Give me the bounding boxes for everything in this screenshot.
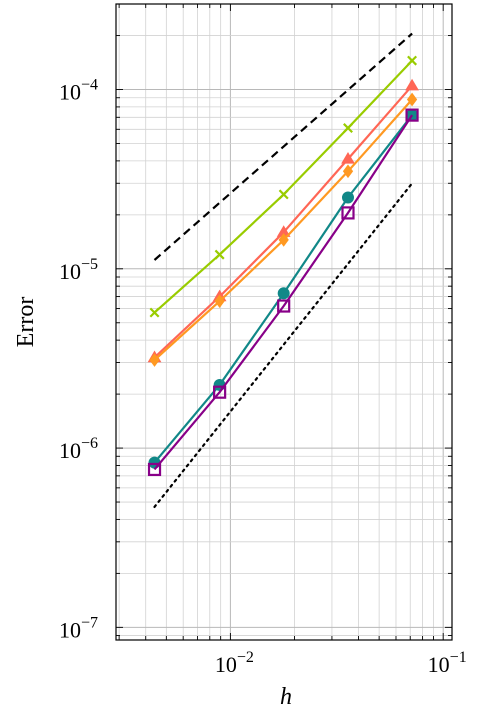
- dotted-reference-line: [153, 182, 414, 508]
- cross-marker: [278, 189, 289, 200]
- x-tick-label: 10−1: [428, 649, 467, 677]
- tick-labels: 10−2 10−1 10−7 10−6 10−5 10−4: [59, 77, 467, 677]
- circle-marker: [342, 191, 355, 204]
- series-4: [148, 109, 419, 469]
- cross-marker: [343, 123, 353, 133]
- series-5: [147, 108, 419, 477]
- series-6: [153, 32, 413, 261]
- plot-frame: [115, 3, 453, 641]
- diamond-marker: [406, 92, 418, 107]
- cross-marker: [149, 307, 160, 318]
- series-line: [153, 59, 413, 314]
- series-1: [149, 55, 418, 318]
- grid: [116, 4, 452, 640]
- circle-marker: [277, 287, 290, 300]
- dashed-reference-line: [153, 32, 413, 261]
- diamond-marker: [214, 294, 225, 308]
- y-tick-label: 10−4: [59, 77, 98, 105]
- series-layer: [147, 32, 419, 508]
- square-marker: [405, 108, 419, 122]
- x-axis-title: h: [280, 684, 292, 710]
- diamond-marker: [149, 353, 160, 367]
- cross-marker: [214, 249, 225, 260]
- triangle-marker: [341, 151, 355, 164]
- cross-marker: [407, 55, 418, 66]
- square-marker: [277, 299, 291, 313]
- triangle-marker: [405, 78, 419, 91]
- y-tick-label: 10−5: [59, 256, 98, 284]
- diamond-marker: [278, 233, 289, 247]
- square-marker: [147, 462, 162, 477]
- tick-marks: [116, 4, 452, 640]
- series-3: [149, 92, 418, 367]
- y-axis-title: Error: [13, 297, 39, 348]
- series-2: [147, 78, 419, 363]
- x-tick-label: 10−2: [215, 649, 254, 677]
- series-line: [153, 114, 414, 471]
- square-marker: [213, 385, 227, 399]
- series-7: [153, 182, 414, 508]
- y-tick-label: 10−6: [59, 435, 98, 463]
- diamond-marker: [342, 164, 354, 179]
- y-tick-label: 10−7: [59, 614, 98, 642]
- square-marker: [341, 206, 355, 220]
- series-line: [153, 84, 413, 359]
